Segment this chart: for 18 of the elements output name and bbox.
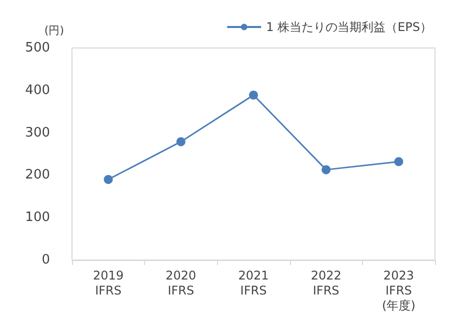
x-tick-label: 2019 IFRS xyxy=(93,268,124,298)
point xyxy=(322,165,331,174)
point xyxy=(394,157,404,166)
x-tick-label: 2020 IFRS xyxy=(166,268,196,298)
x-tick-label: 2022 IFRS xyxy=(310,268,342,298)
y-tick-label: 300 xyxy=(25,125,50,140)
y-tick-label: 400 xyxy=(25,82,50,98)
y-tick-label: 500 xyxy=(25,40,50,56)
legend-label: 1 株当たりの当期利益（EPS） xyxy=(266,20,432,34)
x-tick-label: 2021 IFRS xyxy=(238,268,269,298)
point xyxy=(249,90,258,100)
y-tick-label: 0 xyxy=(42,252,50,268)
y-tick-label: 200 xyxy=(25,168,50,183)
point xyxy=(176,137,186,146)
x-tick-label: 2023 IFRS (年度) xyxy=(382,268,416,312)
point xyxy=(104,174,113,184)
y-axis-title: (円) xyxy=(44,24,64,37)
y-tick-label: 100 xyxy=(25,210,50,226)
